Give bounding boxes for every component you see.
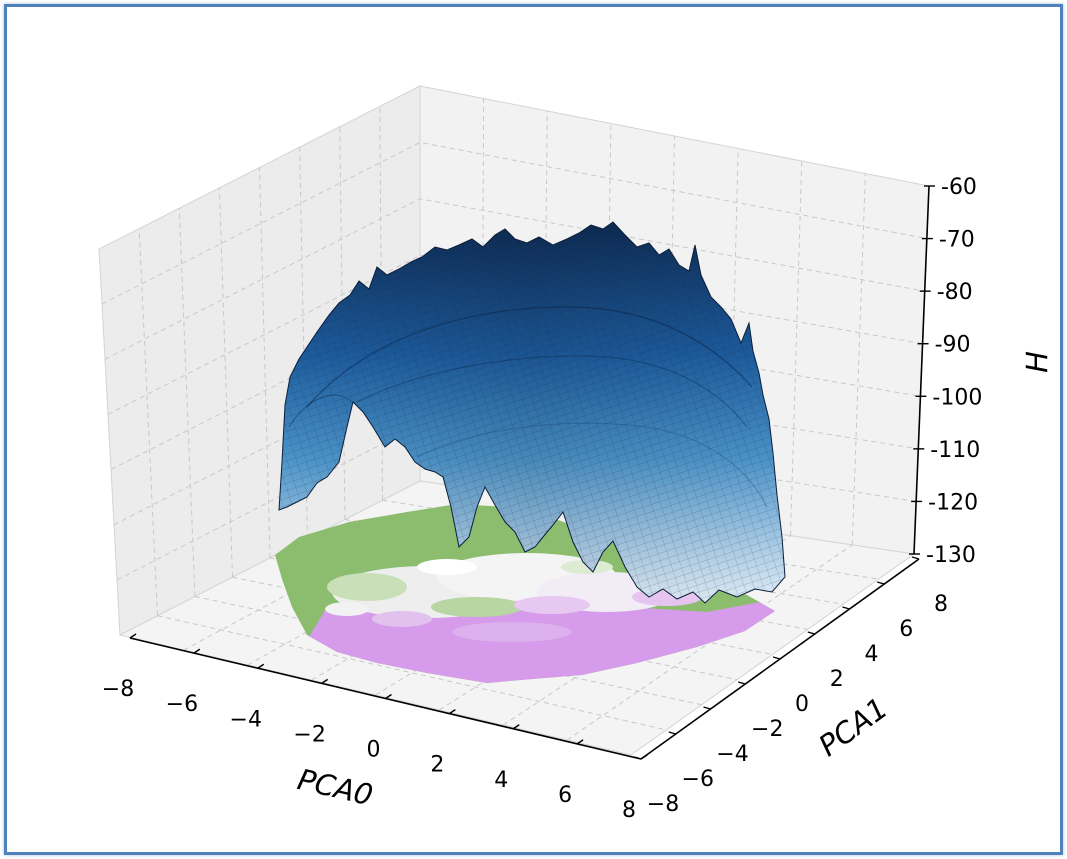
y-tick-label: 4: [865, 642, 879, 667]
y-axis-label: PCA1: [812, 691, 893, 763]
y-tick-label: 6: [899, 617, 913, 642]
z-tick-label: -100: [932, 385, 982, 410]
energy-surface: [278, 221, 786, 604]
x-tick-label: 8: [622, 798, 636, 823]
x-tick-label: −4: [230, 707, 262, 732]
z-axis: -130 -120 -110 -100 -90 -80 -70 -60 H: [909, 175, 1054, 568]
x-tick-mark: [193, 648, 201, 654]
z-ticks: -130 -120 -110 -100 -90 -80 -70 -60: [909, 175, 982, 568]
z-tick-label: -120: [928, 490, 978, 515]
x-tick-label: −2: [293, 722, 325, 747]
surface-chart: -130-120-110-100-90-80-70-60 H −8−6−4−20…: [98, 85, 1054, 823]
x-tick-label: 0: [367, 738, 381, 763]
y-tick-mark: [772, 656, 781, 660]
z-tick-label: -110: [930, 438, 980, 463]
grid-line-y-back: [178, 208, 196, 597]
z-tick-label: -60: [941, 175, 977, 200]
y-tick-label: 0: [795, 692, 809, 717]
y-tick-mark: [911, 556, 920, 560]
floor-contour: [275, 504, 775, 683]
grid-line-y-back: [218, 187, 233, 578]
y-tick-mark: [703, 706, 711, 710]
grid-line-y-back: [339, 126, 346, 520]
x-tick-mark: [576, 739, 584, 745]
x-tick-mark: [448, 709, 456, 715]
figure-frame: -130 -120 -110 -100 -90 -80 -70 -60 H −8 −6 −4 −2 0…: [4, 4, 1063, 855]
grid-line-x-back: [851, 173, 866, 545]
z-tick-label: -80: [937, 280, 973, 305]
x-tick-mark: [385, 693, 392, 700]
y-tick-mark: [807, 631, 815, 635]
x-tick-mark: [321, 678, 329, 684]
z-tick-label: -130: [926, 543, 976, 568]
x-tick-mark: [129, 633, 137, 639]
x-axis: −8 −6 −4 −2 0 2 4 6 8 PCA0: [102, 633, 648, 823]
x-tick-mark: [257, 663, 265, 669]
y-tick-mark: [633, 756, 642, 760]
x-tick-label: 2: [430, 753, 444, 778]
z-tick-label: -90: [935, 333, 971, 358]
x-tick-label: −8: [102, 677, 134, 702]
y-tick-mark: [738, 681, 746, 685]
grid-line-z: [104, 198, 925, 360]
x-tick-label: 6: [558, 783, 572, 808]
grid-line-y: [157, 615, 667, 731]
x-ticks: −8 −6 −4 −2 0 2 4 6 8: [102, 633, 648, 823]
x-axis-label: PCA0: [294, 762, 376, 812]
grid-line-z: [101, 141, 927, 305]
x-tick-label: −6: [166, 692, 198, 717]
y-tick-label: −8: [647, 792, 679, 817]
y-tick-label: −4: [716, 742, 748, 767]
grid-line-y-back: [138, 228, 158, 616]
grid-line-y-back: [259, 167, 271, 559]
y-tick-label: −6: [682, 767, 714, 792]
x-tick-mark: [512, 724, 520, 730]
y-tick-label: 2: [830, 667, 844, 692]
x-tick-label: 4: [494, 768, 508, 793]
z-tick-label: -70: [939, 228, 975, 253]
y-tick-label: −2: [751, 717, 783, 742]
y-tick-label: 8: [934, 592, 948, 617]
z-axis-label: H: [1020, 351, 1054, 373]
y-tick-mark: [842, 606, 850, 610]
y-tick-mark: [877, 581, 885, 585]
y-tick-mark: [668, 731, 676, 735]
